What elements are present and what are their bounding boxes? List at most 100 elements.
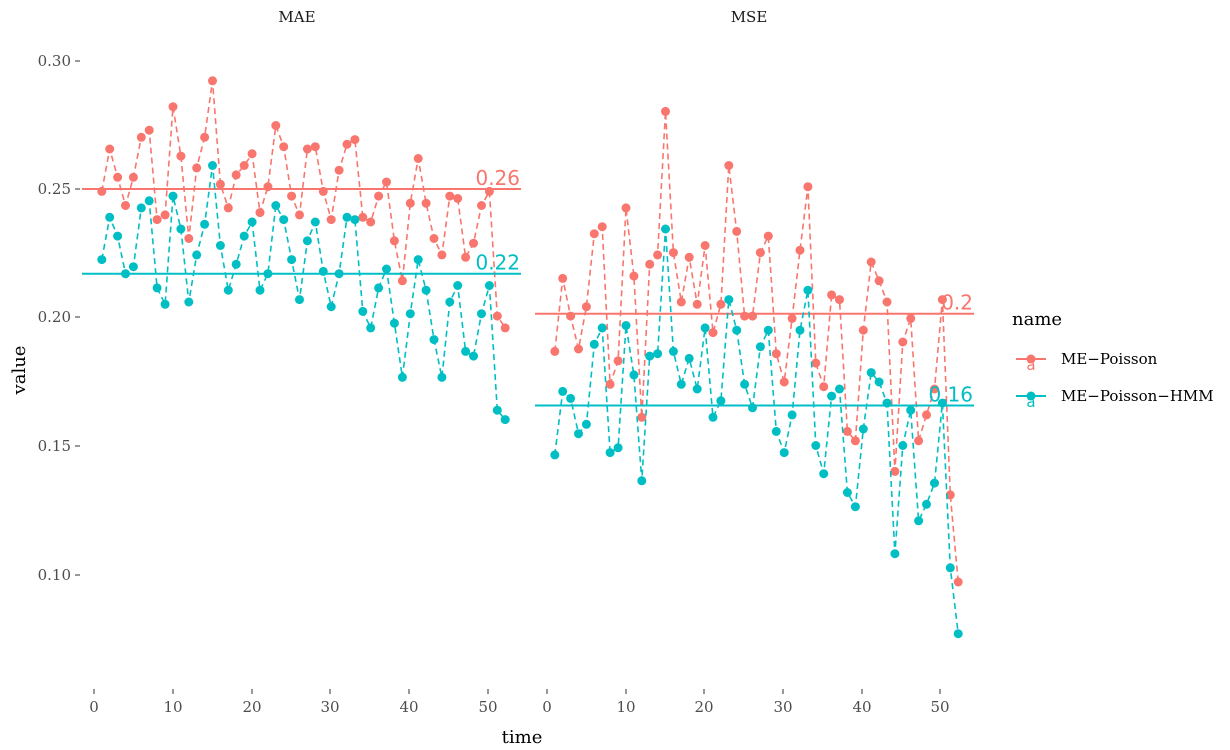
data-point	[389, 318, 399, 328]
data-point	[144, 125, 154, 135]
data-point	[208, 76, 217, 86]
data-point	[160, 299, 170, 309]
data-point	[653, 250, 663, 260]
data-point	[700, 323, 710, 333]
data-point	[200, 132, 210, 142]
data-point	[827, 391, 837, 401]
data-point	[287, 191, 297, 201]
data-point	[255, 208, 265, 218]
data-point	[113, 231, 123, 241]
legend-key-me-poisson: a	[1016, 354, 1046, 374]
y-axis-title: value	[9, 346, 30, 396]
data-point	[469, 351, 478, 361]
data-point	[787, 313, 797, 323]
data-point	[105, 212, 115, 222]
series-line-me-poisson-hmm	[554, 228, 959, 634]
data-point	[676, 297, 686, 307]
data-point	[795, 325, 805, 335]
data-point	[168, 191, 178, 201]
data-point	[397, 276, 407, 286]
data-point	[866, 257, 876, 267]
data-point	[763, 325, 773, 335]
x-tick-label: 40	[852, 698, 871, 716]
x-tick-label: 30	[320, 698, 339, 716]
data-point	[597, 222, 607, 232]
data-point	[263, 182, 273, 192]
x-tick-label: 40	[399, 698, 418, 716]
data-point	[176, 151, 186, 161]
data-point	[215, 179, 225, 189]
data-point	[287, 255, 297, 265]
data-point	[469, 238, 478, 248]
series-line-me-poisson	[554, 111, 959, 583]
data-point	[445, 297, 455, 307]
data-point	[223, 203, 233, 213]
data-point	[192, 250, 202, 260]
data-point	[445, 191, 455, 201]
data-point	[613, 443, 623, 453]
data-point	[842, 426, 852, 436]
data-point	[492, 405, 502, 415]
data-point	[748, 311, 757, 321]
data-point	[97, 255, 107, 265]
data-point	[484, 186, 494, 196]
data-point	[358, 306, 368, 316]
data-point	[437, 250, 447, 260]
data-point	[740, 311, 750, 321]
data-point	[421, 198, 431, 208]
data-point	[755, 248, 765, 258]
series-line-me-poisson-hmm	[101, 165, 506, 421]
data-point	[937, 398, 947, 408]
y-tick-label: 0.25	[38, 180, 71, 198]
data-point	[629, 271, 639, 281]
data-point	[732, 325, 742, 335]
y-tick-label: 0.15	[38, 437, 71, 455]
data-point	[231, 259, 241, 269]
data-point	[271, 121, 281, 130]
data-point	[676, 379, 686, 389]
data-point	[342, 139, 352, 149]
data-point	[740, 379, 750, 389]
panel-mse: 0.2 0.16	[535, 106, 974, 639]
data-point	[882, 398, 892, 408]
data-point	[350, 135, 360, 145]
data-point	[144, 196, 154, 206]
data-point	[732, 226, 742, 236]
data-point	[605, 448, 615, 458]
legend-label-me-poisson: ME−Poisson	[1061, 350, 1158, 368]
data-point	[168, 102, 178, 112]
data-point	[589, 229, 599, 239]
data-point	[231, 170, 241, 180]
data-point	[176, 224, 186, 234]
data-point	[302, 236, 312, 246]
data-point	[581, 302, 591, 312]
data-point	[152, 283, 162, 293]
data-point	[882, 297, 892, 307]
data-point	[128, 172, 138, 182]
data-point	[581, 419, 591, 429]
legend-key-me-poisson-hmm: a	[1016, 391, 1046, 411]
data-point	[247, 149, 257, 159]
data-point	[421, 285, 431, 295]
data-point	[795, 245, 805, 255]
mean-label-me-poisson: 0.2	[941, 291, 973, 315]
data-point	[558, 273, 568, 283]
data-point	[692, 384, 702, 394]
data-point	[318, 186, 328, 196]
data-point	[914, 516, 924, 526]
data-point	[326, 302, 336, 312]
panel-mae: 0.26 0.22	[82, 76, 521, 425]
data-point	[945, 563, 955, 573]
data-point	[850, 436, 860, 446]
data-point	[366, 217, 376, 227]
data-point	[302, 144, 312, 154]
data-point	[200, 219, 210, 229]
data-point	[898, 337, 908, 347]
x-tick-label: 0	[542, 698, 552, 716]
data-point	[429, 234, 439, 243]
data-point	[819, 469, 829, 479]
legend-key-letter: a	[1026, 356, 1035, 374]
data-point	[461, 346, 471, 356]
data-point	[350, 215, 360, 225]
legend: name a ME−Poisson a ME−Poisson−HMM	[1012, 309, 1214, 411]
